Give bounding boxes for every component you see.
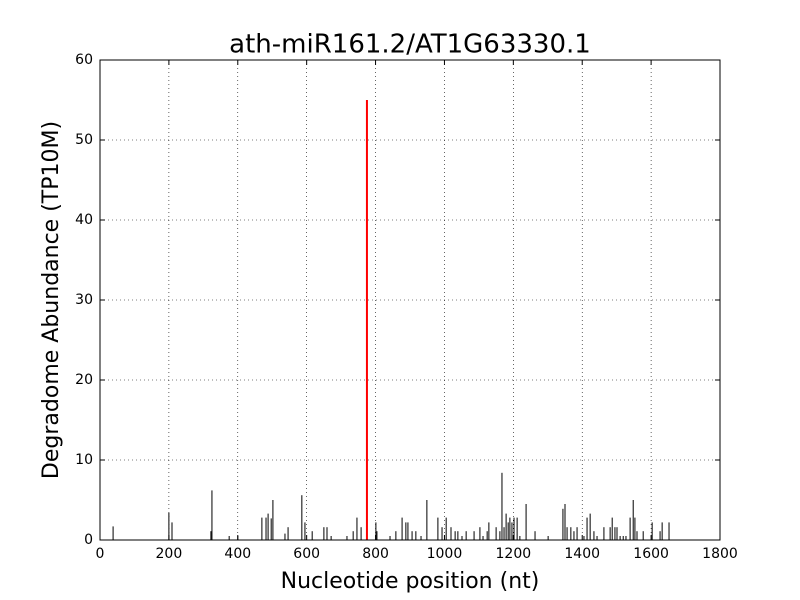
x-tick-label: 200 xyxy=(156,546,183,562)
x-tick-label: 1200 xyxy=(496,546,532,562)
y-tick-label: 40 xyxy=(75,212,93,228)
y-tick-label: 50 xyxy=(75,132,93,148)
x-tick-label: 800 xyxy=(362,546,389,562)
x-tick-label: 1600 xyxy=(633,546,669,562)
x-tick-label: 0 xyxy=(96,546,105,562)
y-tick-label: 30 xyxy=(75,292,93,308)
y-tick-label: 60 xyxy=(75,52,93,68)
x-tick-label: 1400 xyxy=(564,546,600,562)
x-tick-label: 400 xyxy=(224,546,251,562)
y-tick-label: 0 xyxy=(84,532,93,548)
y-axis-label: Degradome Abundance (TP10M) xyxy=(39,121,64,479)
x-tick-label: 1000 xyxy=(427,546,463,562)
y-tick-label: 10 xyxy=(75,452,93,468)
x-axis-label: Nucleotide position (nt) xyxy=(281,569,540,594)
chart-title: ath-miR161.2/AT1G63330.1 xyxy=(229,30,591,60)
x-tick-label: 1800 xyxy=(702,546,738,562)
x-tick-label: 600 xyxy=(293,546,320,562)
y-tick-label: 20 xyxy=(75,372,93,388)
plot-frame xyxy=(99,59,721,541)
